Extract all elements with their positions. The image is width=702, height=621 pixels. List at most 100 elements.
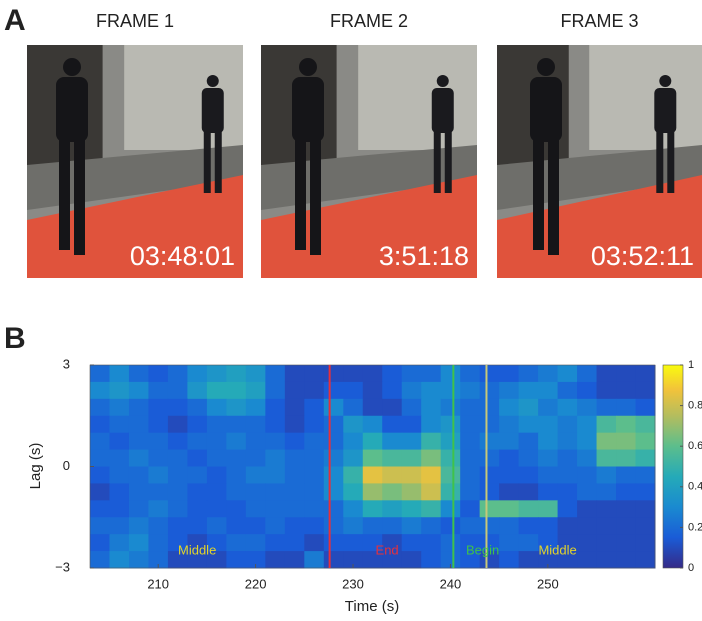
heatmap-cell (109, 382, 129, 399)
heatmap-cell (207, 483, 227, 500)
heatmap-cell (168, 483, 188, 500)
heatmap-cell (363, 365, 383, 382)
heatmap-cell (90, 433, 110, 450)
heatmap-cell (538, 433, 558, 450)
y-axis-label: Lag (s) (27, 443, 44, 490)
heatmap-cell (382, 382, 402, 399)
heatmap-cell (402, 433, 422, 450)
heatmap-cell (90, 382, 110, 399)
heatmap-cell (519, 534, 539, 551)
heatmap-cell (558, 433, 578, 450)
heatmap-cell (363, 467, 383, 484)
person-leg (74, 140, 85, 255)
heatmap-cell (558, 450, 578, 467)
heatmap-cell (109, 416, 129, 433)
annotation: End (376, 543, 399, 558)
heatmap-cell (636, 382, 656, 399)
heatmap-cell (402, 467, 422, 484)
heatmap-cell (226, 382, 246, 399)
heatmap-cell (207, 500, 227, 517)
heatmap-cell (519, 416, 539, 433)
person-leg (533, 140, 544, 250)
heatmap-cell (363, 433, 383, 450)
heatmap-cell (168, 467, 188, 484)
heatmap-cell (343, 467, 363, 484)
heatmap-cell (324, 433, 344, 450)
heatmap-cell (499, 517, 519, 534)
heatmap-cell (382, 365, 402, 382)
heatmap-cell (577, 483, 597, 500)
heatmap-cell (129, 483, 149, 500)
colorbar-tick-label: 1 (688, 359, 694, 371)
heatmap-cell (168, 416, 188, 433)
heatmap-cell (207, 399, 227, 416)
heatmap-cell (343, 483, 363, 500)
heatmap-cell (246, 517, 266, 534)
heatmap-cell (207, 382, 227, 399)
heatmap-cell (109, 399, 129, 416)
person-leg (656, 131, 663, 193)
heatmap-cell (187, 517, 207, 534)
heatmap-cell (558, 517, 578, 534)
heatmap-cell (558, 483, 578, 500)
heatmap-cell (558, 365, 578, 382)
heatmap-cell (636, 551, 656, 568)
heatmap-cell (304, 416, 324, 433)
heatmap-cell (616, 551, 636, 568)
person-leg (310, 140, 321, 255)
heatmap-cell (343, 534, 363, 551)
heatmap-cell (616, 517, 636, 534)
heatmap-cell (148, 483, 168, 500)
heatmap-cell (90, 399, 110, 416)
heatmap-cell (519, 433, 539, 450)
heatmap-cell (421, 500, 441, 517)
heatmap-cell (519, 365, 539, 382)
heatmap-cell (265, 534, 285, 551)
heatmap-cell (265, 382, 285, 399)
heatmap-cell (148, 467, 168, 484)
heatmap-cell (597, 534, 617, 551)
heatmap-cell (148, 517, 168, 534)
panel-label: B (4, 322, 26, 355)
person-body (654, 88, 676, 133)
y-tick-label: −3 (55, 559, 70, 574)
x-axis-label: Time (s) (345, 598, 399, 615)
heatmap-cell (246, 365, 266, 382)
heatmap-cell (285, 467, 305, 484)
heatmap-cell (382, 483, 402, 500)
heatmap-cell (538, 416, 558, 433)
heatmap-cell (207, 450, 227, 467)
heatmap-cell (441, 450, 461, 467)
heatmap-cell (265, 365, 285, 382)
heatmap-cell (246, 500, 266, 517)
heatmap-cell (168, 450, 188, 467)
heatmap-cell (519, 467, 539, 484)
heatmap-cell (187, 450, 207, 467)
heatmap-cell (616, 450, 636, 467)
heatmap-cell (304, 399, 324, 416)
heatmap-cell (636, 467, 656, 484)
heatmap-cell (246, 399, 266, 416)
person-leg (667, 131, 674, 193)
heatmap-cell (285, 399, 305, 416)
heatmap-cell (129, 551, 149, 568)
heatmap-cell (324, 551, 344, 568)
heatmap-cell (460, 399, 480, 416)
heatmap-cell (246, 483, 266, 500)
person-head (537, 58, 555, 76)
frame-title: FRAME 1 (96, 11, 174, 31)
heatmap-cell (246, 534, 266, 551)
heatmap-cell (441, 433, 461, 450)
heatmap-cell (109, 500, 129, 517)
frame-timestamp: 3:51:18 (379, 241, 469, 271)
frame-timestamp: 03:48:01 (130, 241, 235, 271)
heatmap-cell (129, 450, 149, 467)
heatmap-cell (402, 450, 422, 467)
heatmap-cell (499, 483, 519, 500)
heatmap-cell (168, 433, 188, 450)
heatmap-cell (519, 483, 539, 500)
heatmap-cell (480, 450, 500, 467)
heatmap-cell (363, 517, 383, 534)
heatmap-cell (597, 433, 617, 450)
heatmap-cell (285, 416, 305, 433)
